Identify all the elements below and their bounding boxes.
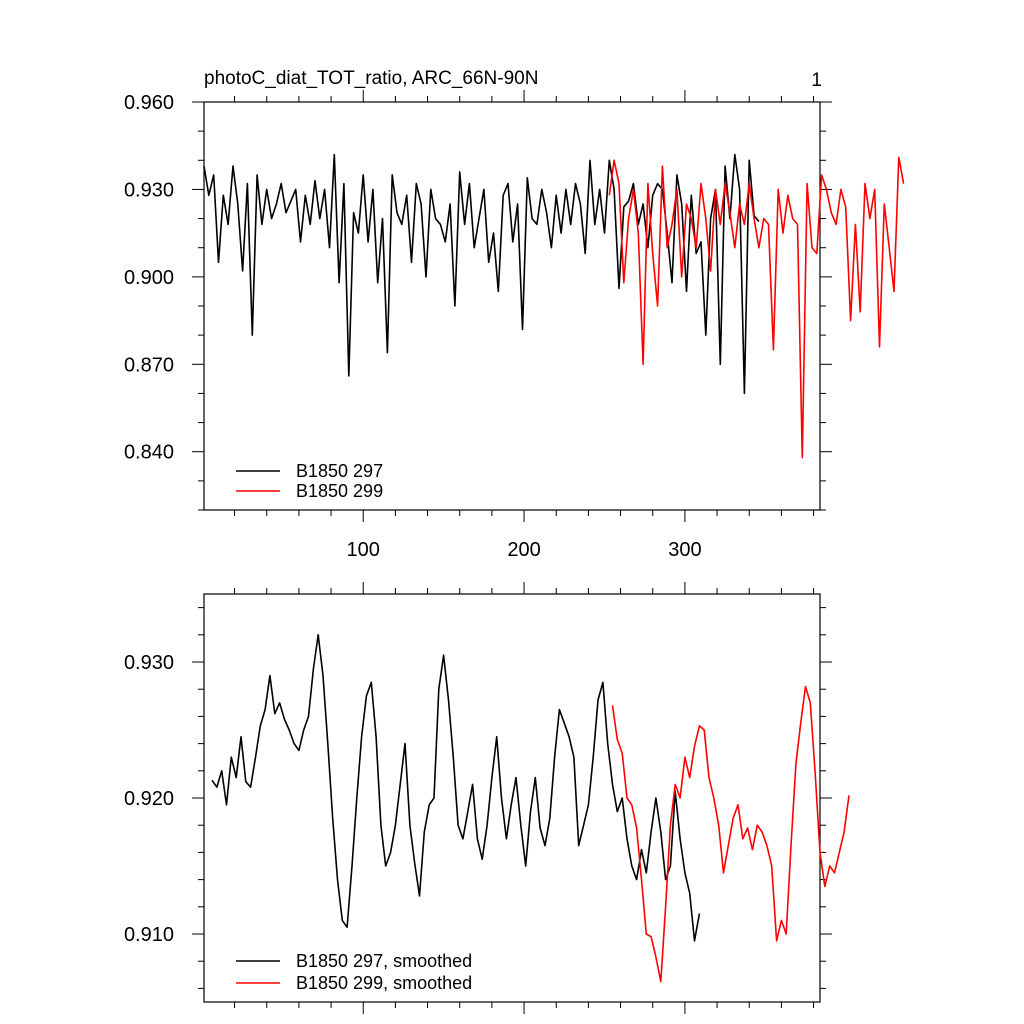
series-lines-bottom — [211, 633, 850, 983]
series-line-bottom-2 — [611, 685, 850, 983]
series-line-top-1 — [203, 153, 760, 395]
legend-label-series-1: B1850 297 — [296, 461, 383, 481]
y-tick-label: 0.960 — [124, 92, 174, 114]
axis-ticks-bottom — [192, 582, 832, 1014]
panel-index-label: 1 — [811, 70, 822, 91]
plot-frame-top — [203, 101, 821, 511]
legend-label-series-2: B1850 299 — [296, 481, 383, 501]
x-tick-label: 200 — [507, 539, 540, 561]
legend-label-smoothed-1: B1850 297, smoothed — [296, 951, 472, 971]
y-tick-label: 0.930 — [124, 652, 174, 674]
top-panel: photoC_diat_TOT_ratio, ARC_66N-90N 1 0.9… — [124, 68, 905, 561]
y-tick-label: 0.930 — [124, 179, 174, 201]
axis-ticks-top — [192, 90, 832, 522]
legend-top: B1850 297 B1850 299 — [236, 461, 383, 501]
y-tick-labels-top: 0.960 0.930 0.900 0.870 0.840 — [124, 92, 174, 464]
y-tick-label: 0.920 — [124, 788, 174, 810]
y-tick-label: 0.870 — [124, 354, 174, 376]
x-tick-labels-top: 100 200 300 — [347, 539, 702, 561]
x-tick-label: 100 — [347, 539, 380, 561]
series-lines-top — [203, 153, 905, 459]
legend-label-smoothed-2: B1850 299, smoothed — [296, 973, 472, 993]
y-tick-label: 0.900 — [124, 267, 174, 289]
y-tick-label: 0.910 — [124, 924, 174, 946]
series-line-top-2 — [608, 156, 905, 459]
chart-title: photoC_diat_TOT_ratio, ARC_66N-90N — [204, 68, 538, 89]
y-tick-labels-bottom: 0.930 0.920 0.910 — [124, 652, 174, 946]
series-line-bottom-1 — [211, 633, 701, 942]
x-tick-label: 300 — [668, 539, 701, 561]
bottom-panel: 0.930 0.920 0.910 B1850 297, smoothed B185… — [124, 582, 850, 1014]
legend-bottom: B1850 297, smoothed B1850 299, smoothed — [236, 951, 472, 993]
y-tick-label: 0.840 — [124, 442, 174, 464]
